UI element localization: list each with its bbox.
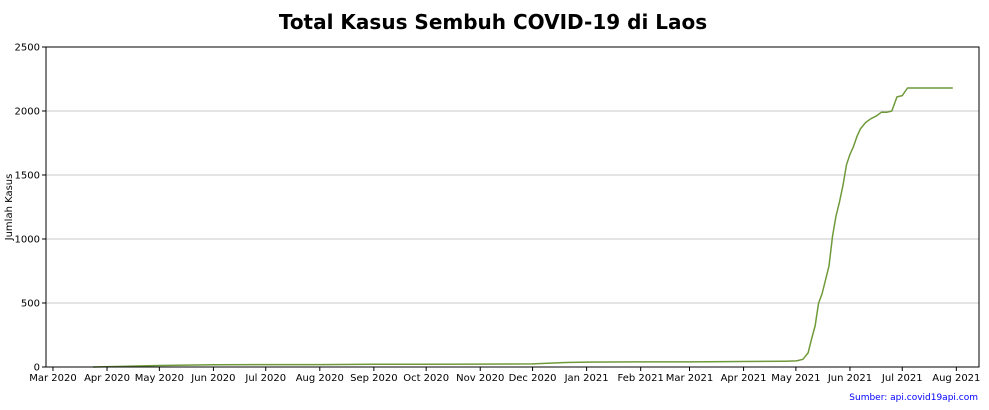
- x-tick-label: Mar 2021: [666, 373, 714, 384]
- x-axis-ticks: Mar 2020 Apr 2020 May 2020 Jun 2020 Jul 2020…: [29, 367, 980, 384]
- recovered-cases-line: [93, 87, 953, 368]
- y-tick-label: 2000: [15, 107, 40, 118]
- x-tick-label: May 2021: [771, 373, 820, 384]
- grid-lines: [46, 110, 979, 304]
- x-tick-label: Jun 2021: [827, 373, 872, 384]
- x-tick-label: Jun 2020: [190, 373, 235, 384]
- x-tick-label: Sep 2020: [350, 373, 397, 384]
- x-tick-label: Apr 2021: [721, 373, 767, 384]
- x-tick-label: Oct 2020: [403, 373, 449, 384]
- y-tick-label: 1500: [15, 171, 40, 182]
- x-tick-label: Aug 2021: [932, 373, 980, 384]
- plot-frame: [45, 46, 980, 368]
- x-tick-label: Jul 2020: [244, 373, 286, 384]
- x-tick-label: Aug 2020: [296, 373, 344, 384]
- x-tick-label: Feb 2021: [618, 373, 664, 384]
- x-tick-label: Jul 2021: [881, 373, 923, 384]
- x-tick-label: Mar 2020: [29, 373, 77, 384]
- source-caption: Sumber: api.covid19api.com: [849, 393, 978, 403]
- y-axis-ticks: 0 500 1000 1500 2000 2500: [15, 43, 46, 374]
- x-tick-label: Apr 2020: [84, 373, 130, 384]
- x-tick-label: Jan 2021: [564, 373, 609, 384]
- y-axis-label: Jumlah Kasus: [4, 174, 15, 242]
- x-tick-label: Dec 2020: [509, 373, 557, 384]
- y-tick-label: 1000: [15, 235, 40, 246]
- x-tick-label: Nov 2020: [456, 373, 504, 384]
- y-tick-label: 500: [21, 299, 40, 310]
- x-tick-label: May 2020: [135, 373, 184, 384]
- y-tick-label: 2500: [15, 43, 40, 54]
- chart-title: Total Kasus Sembuh COVID-19 di Laos: [279, 10, 707, 34]
- y-tick-label: 0: [34, 363, 40, 374]
